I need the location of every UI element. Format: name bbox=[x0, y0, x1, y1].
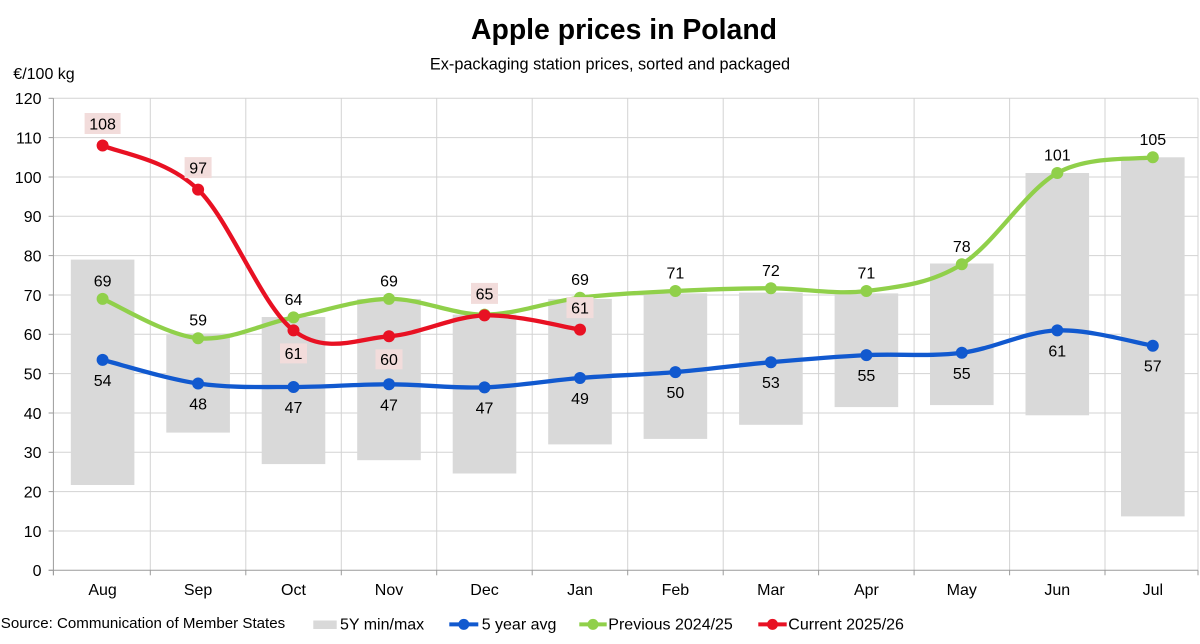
svg-text:30: 30 bbox=[24, 445, 42, 462]
svg-text:10: 10 bbox=[24, 524, 42, 541]
svg-text:47: 47 bbox=[285, 400, 303, 417]
svg-text:57: 57 bbox=[1144, 359, 1162, 376]
svg-text:€/100 kg: €/100 kg bbox=[13, 66, 74, 83]
svg-text:70: 70 bbox=[24, 288, 42, 305]
svg-text:101: 101 bbox=[1044, 148, 1071, 165]
svg-text:Ex-packaging station prices, s: Ex-packaging station prices, sorted and … bbox=[430, 55, 790, 73]
svg-text:Oct: Oct bbox=[281, 582, 306, 599]
svg-text:55: 55 bbox=[953, 366, 971, 383]
svg-text:71: 71 bbox=[858, 266, 876, 283]
svg-text:110: 110 bbox=[16, 130, 42, 147]
svg-text:80: 80 bbox=[24, 248, 42, 265]
svg-text:Apr: Apr bbox=[854, 582, 880, 599]
svg-text:108: 108 bbox=[89, 117, 116, 134]
svg-text:120: 120 bbox=[15, 91, 42, 108]
svg-text:47: 47 bbox=[380, 397, 398, 414]
svg-text:Sep: Sep bbox=[184, 582, 213, 599]
svg-text:64: 64 bbox=[285, 292, 303, 309]
svg-text:5 year avg: 5 year avg bbox=[482, 617, 557, 634]
svg-text:Apple prices in Poland: Apple prices in Poland bbox=[471, 14, 777, 46]
svg-text:20: 20 bbox=[24, 484, 42, 501]
svg-text:49: 49 bbox=[571, 391, 589, 408]
svg-text:Jul: Jul bbox=[1143, 582, 1163, 599]
svg-text:5Y min/max: 5Y min/max bbox=[340, 617, 424, 634]
svg-text:Jan: Jan bbox=[567, 582, 593, 599]
svg-text:100: 100 bbox=[15, 170, 42, 187]
svg-text:69: 69 bbox=[571, 272, 589, 289]
svg-text:0: 0 bbox=[33, 563, 42, 580]
svg-text:Aug: Aug bbox=[88, 582, 116, 599]
svg-text:61: 61 bbox=[285, 346, 303, 363]
svg-text:50: 50 bbox=[24, 366, 42, 383]
svg-text:61: 61 bbox=[571, 301, 589, 318]
svg-text:69: 69 bbox=[380, 273, 398, 290]
svg-text:47: 47 bbox=[476, 400, 494, 417]
svg-text:Nov: Nov bbox=[375, 582, 403, 599]
svg-text:May: May bbox=[947, 582, 977, 599]
svg-text:Previous 2024/25: Previous 2024/25 bbox=[608, 617, 733, 634]
svg-text:71: 71 bbox=[667, 266, 685, 283]
svg-text:61: 61 bbox=[1048, 343, 1066, 360]
svg-text:60: 60 bbox=[24, 327, 42, 344]
svg-text:69: 69 bbox=[94, 273, 112, 290]
svg-text:48: 48 bbox=[189, 397, 207, 414]
svg-text:105: 105 bbox=[1139, 132, 1166, 149]
svg-text:65: 65 bbox=[476, 286, 494, 303]
svg-text:53: 53 bbox=[762, 375, 780, 392]
svg-text:Dec: Dec bbox=[470, 582, 498, 599]
svg-text:97: 97 bbox=[189, 161, 207, 178]
svg-text:Source: Communication of Membe: Source: Communication of Member States bbox=[1, 615, 285, 632]
svg-text:72: 72 bbox=[762, 263, 780, 280]
svg-text:78: 78 bbox=[953, 239, 971, 256]
svg-text:40: 40 bbox=[24, 406, 42, 423]
svg-text:50: 50 bbox=[667, 385, 685, 402]
svg-text:90: 90 bbox=[24, 209, 42, 226]
svg-text:59: 59 bbox=[189, 313, 207, 330]
svg-text:Current 2025/26: Current 2025/26 bbox=[788, 617, 904, 634]
svg-text:54: 54 bbox=[94, 373, 112, 390]
svg-text:60: 60 bbox=[380, 352, 398, 369]
svg-text:Feb: Feb bbox=[662, 582, 690, 599]
svg-text:Mar: Mar bbox=[757, 582, 785, 599]
svg-text:55: 55 bbox=[858, 368, 876, 385]
svg-text:Jun: Jun bbox=[1044, 582, 1070, 599]
